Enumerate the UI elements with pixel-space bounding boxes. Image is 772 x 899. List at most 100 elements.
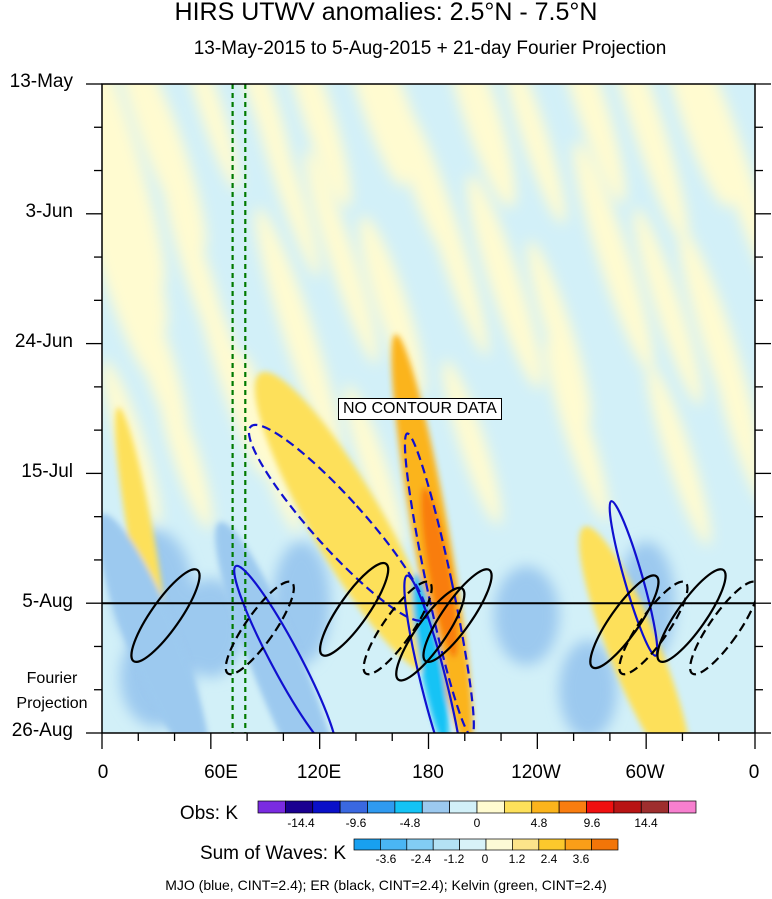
er-contour <box>422 568 493 663</box>
colorbar-swatch <box>476 800 505 814</box>
colorbar-swatch <box>459 838 487 851</box>
obs-colorbar-tick: 9.6 <box>583 816 601 830</box>
colorbar-swatch <box>380 838 408 851</box>
weak-positive-streak <box>467 174 543 389</box>
mjo-contour <box>608 500 659 657</box>
colorbar-swatch <box>257 800 286 814</box>
obs-colorbar-tick: 4.8 <box>530 816 548 830</box>
er-contour <box>130 568 201 663</box>
weak-positive-streak <box>255 207 341 455</box>
er-contour <box>318 561 390 657</box>
mjo-contour <box>233 564 338 733</box>
waves-colorbar-tick: -1.2 <box>443 852 465 866</box>
colorbar-swatch <box>531 800 560 814</box>
anomaly-feature <box>420 487 458 658</box>
colorbar-swatch <box>512 838 540 851</box>
weak-positive-streak <box>192 261 266 476</box>
x-tick-label: 120W <box>511 762 561 783</box>
y-tick-label: 5-Aug <box>22 591 73 612</box>
colorbar-swatch <box>485 838 513 851</box>
colorbar-swatch <box>640 800 669 814</box>
x-tick-label: 0 <box>748 762 760 783</box>
waves-colorbar-tick: 1.2 <box>508 852 526 866</box>
colorbar-swatch <box>558 800 587 814</box>
weak-positive-streak <box>359 215 426 398</box>
colorbar-swatch <box>421 800 450 814</box>
er-contour <box>589 574 660 670</box>
y-tick-label: 24-Jun <box>14 331 73 352</box>
weak-positive-streak <box>714 355 755 505</box>
weak-positive-streak <box>527 240 591 422</box>
waves-colorbar-label: Sum of Waves: K <box>199 843 346 864</box>
er-contour <box>224 580 295 676</box>
y-tick-label: 26-Aug <box>11 720 73 741</box>
weak-positive-streak <box>341 84 407 188</box>
weak-positive-streak <box>550 84 626 204</box>
weak-positive-streak <box>404 108 489 356</box>
weak-positive-streak <box>501 84 566 225</box>
waves-colorbar-tick: 2.4 <box>540 852 558 866</box>
colorbar-swatch <box>504 800 533 814</box>
weak-positive-streak <box>246 84 320 278</box>
obs-colorbar-tick: -9.6 <box>345 816 367 830</box>
weak-positive-streak <box>694 84 755 295</box>
obs-colorbar-tick: 0 <box>473 816 481 830</box>
colorbar-swatch <box>613 800 642 814</box>
weak-positive-streak <box>158 380 213 530</box>
projection-label: Projection <box>16 695 88 712</box>
x-tick-label: 180 <box>412 762 444 783</box>
y-tick-label: 15-Jul <box>21 461 73 482</box>
weak-positive-streak <box>633 207 703 406</box>
obs-colorbar-tick: -14.4 <box>287 816 315 830</box>
colorbar-swatch <box>367 800 396 814</box>
colorbar-swatch <box>353 838 381 851</box>
no-contour-note: NO CONTOUR DATA <box>338 398 502 420</box>
colorbar-swatch <box>406 838 434 851</box>
x-tick-label: 120E <box>296 762 342 783</box>
weak-positive-streak <box>443 84 516 208</box>
anomaly-feature <box>254 371 439 674</box>
wave-contours <box>130 84 755 733</box>
y-tick-label: 13-May <box>9 71 73 92</box>
waves-colorbar-tick: 3.6 <box>572 852 590 866</box>
chart-subtitle: 13-May-2015 to 5-Aug-2015 + 21-day Fouri… <box>193 38 667 59</box>
colorbar-swatch <box>432 838 460 851</box>
anomaly-feature <box>215 521 345 733</box>
waves-colorbar-tick: 0 <box>481 852 489 866</box>
legend-footer: MJO (blue, CINT=2.4); ER (black, CINT=2.… <box>165 877 607 893</box>
obs-colorbar-tick: 14.4 <box>634 816 658 830</box>
mjo-contour <box>403 574 465 733</box>
obs-colorbar <box>257 800 697 814</box>
y-tick-label: 3-Jun <box>25 201 73 222</box>
weak-positive-streak <box>142 84 207 249</box>
weak-positive-streak <box>304 150 379 365</box>
er-contour <box>362 580 433 676</box>
obs-colorbar-label: Obs: K <box>179 803 238 824</box>
obs-colorbar-tick: -4.8 <box>399 816 421 830</box>
weak-positive-streak <box>344 384 404 550</box>
anomaly-feature <box>102 513 209 733</box>
anomaly-feature <box>579 526 692 733</box>
weak-positive-streak <box>660 84 734 208</box>
weak-positive-streak <box>181 84 240 192</box>
x-tick-label: 60W <box>625 762 665 783</box>
er-contour <box>618 580 689 676</box>
mjo-contour <box>247 423 428 622</box>
colorbar-swatch <box>394 800 423 814</box>
colorbar-swatch <box>449 800 478 814</box>
chart-title: HIRS UTWV anomalies: 2.5°N - 7.5°N <box>174 0 598 26</box>
colorbar-swatch <box>339 800 368 814</box>
weak-positive-streak <box>647 364 711 546</box>
waves-colorbar-tick: -3.6 <box>375 852 397 866</box>
weak-positive-streak <box>573 141 654 373</box>
waves-colorbar-tick: -2.4 <box>410 852 432 866</box>
colorbar-swatch <box>591 838 619 851</box>
x-tick-label: 60E <box>204 762 238 783</box>
mjo-contour <box>403 432 475 733</box>
weak-positive-streak <box>603 84 689 245</box>
colorbar-swatch <box>312 800 341 814</box>
er-contour <box>395 586 466 682</box>
fourier-label: Fourier <box>26 670 78 687</box>
plot-area <box>102 84 755 733</box>
